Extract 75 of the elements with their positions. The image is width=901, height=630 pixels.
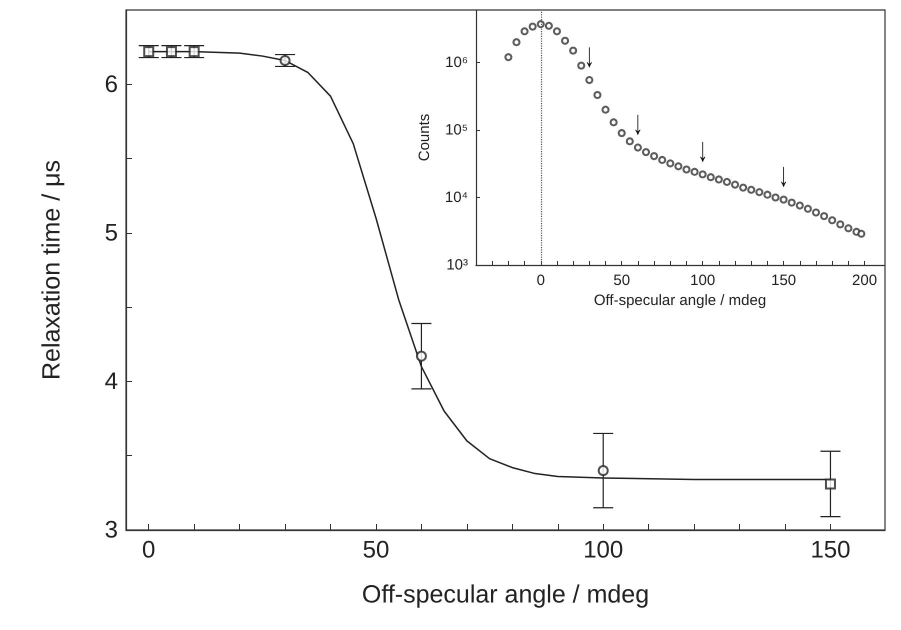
point: [610, 118, 618, 126]
x-tick-label: 0: [142, 536, 156, 564]
point: [552, 27, 561, 36]
point: [416, 350, 427, 362]
point: [788, 198, 796, 207]
point: [166, 46, 177, 58]
point: [650, 152, 658, 160]
point: [585, 76, 594, 84]
point: [780, 196, 788, 204]
point: [796, 202, 804, 210]
point: [706, 173, 715, 182]
point: [544, 22, 553, 30]
point: [857, 230, 866, 238]
x-axis-title: Off-specular angle / mdeg: [362, 580, 650, 608]
y-tick-label: 10³: [446, 256, 468, 274]
point: [618, 129, 626, 138]
y-axis-title: Counts: [416, 114, 433, 162]
point: [804, 204, 812, 213]
point: [520, 27, 529, 36]
point: [812, 208, 820, 216]
annotation: ↓: [698, 130, 708, 168]
point: [836, 220, 844, 228]
annotation: ↓: [778, 156, 789, 194]
x-tick-label: 200: [852, 272, 878, 289]
x-tick-label: 150: [771, 272, 796, 289]
x-axis-title: Off-specular angle / mdeg: [594, 292, 766, 309]
y-tick-label: 10⁶: [445, 54, 468, 72]
point: [714, 175, 723, 184]
point: [598, 465, 609, 476]
point: [602, 106, 610, 114]
y-tick-label: 10⁴: [444, 189, 468, 206]
point: [280, 55, 291, 66]
x-tick-label: 50: [362, 536, 390, 564]
y-tick-label: 10⁵: [445, 122, 468, 139]
point: [722, 178, 731, 186]
point: [755, 188, 764, 196]
point: [626, 137, 634, 146]
point: [824, 478, 836, 490]
point: [690, 168, 699, 176]
point: [569, 46, 578, 55]
point: [188, 46, 200, 58]
point: [739, 184, 748, 192]
y-axis-title: Relaxation time / μs: [38, 160, 66, 380]
point: [731, 180, 740, 189]
point: [143, 46, 154, 58]
point: [658, 156, 666, 164]
point: [512, 38, 520, 46]
x-tick-label: 100: [583, 536, 624, 564]
point: [763, 190, 772, 199]
y-tick-label: 4: [104, 368, 118, 395]
y-tick-label: 3: [104, 516, 118, 544]
point: [593, 91, 602, 100]
point: [504, 53, 512, 62]
x-tick-label: 100: [690, 272, 716, 289]
point: [634, 144, 642, 152]
point: [674, 162, 682, 170]
x-tick-label: 150: [810, 536, 850, 564]
annotation: ↓: [632, 104, 644, 142]
point: [682, 166, 690, 174]
point: [561, 36, 570, 45]
point: [577, 62, 586, 70]
point: [772, 194, 780, 202]
point: [828, 216, 836, 224]
x-tick-label: 50: [613, 272, 630, 289]
point: [844, 224, 852, 232]
y-tick-label: 6: [104, 70, 118, 98]
annotation: ↓: [584, 36, 594, 74]
point: [666, 159, 674, 168]
point: [528, 22, 537, 31]
x-tick-label: 0: [536, 272, 545, 289]
y-tick-label: 5: [104, 219, 118, 246]
point: [820, 212, 828, 220]
point: [642, 148, 650, 156]
point: [747, 186, 756, 194]
point: [698, 170, 707, 178]
